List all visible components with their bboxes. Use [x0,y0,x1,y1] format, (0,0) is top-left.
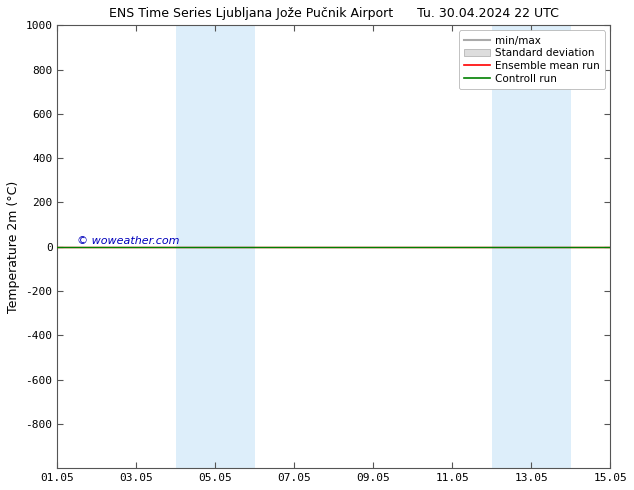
Y-axis label: Temperature 2m (°C): Temperature 2m (°C) [7,181,20,313]
Bar [176,25,255,468]
Text: © woweather.com: © woweather.com [77,236,179,245]
Title: ENS Time Series Ljubljana Jože Pučnik Airport      Tu. 30.04.2024 22 UTC: ENS Time Series Ljubljana Jože Pučnik Ai… [109,7,559,20]
Bar [492,25,571,468]
Legend: min/max, Standard deviation, Ensemble mean run, Controll run: min/max, Standard deviation, Ensemble me… [458,30,605,89]
